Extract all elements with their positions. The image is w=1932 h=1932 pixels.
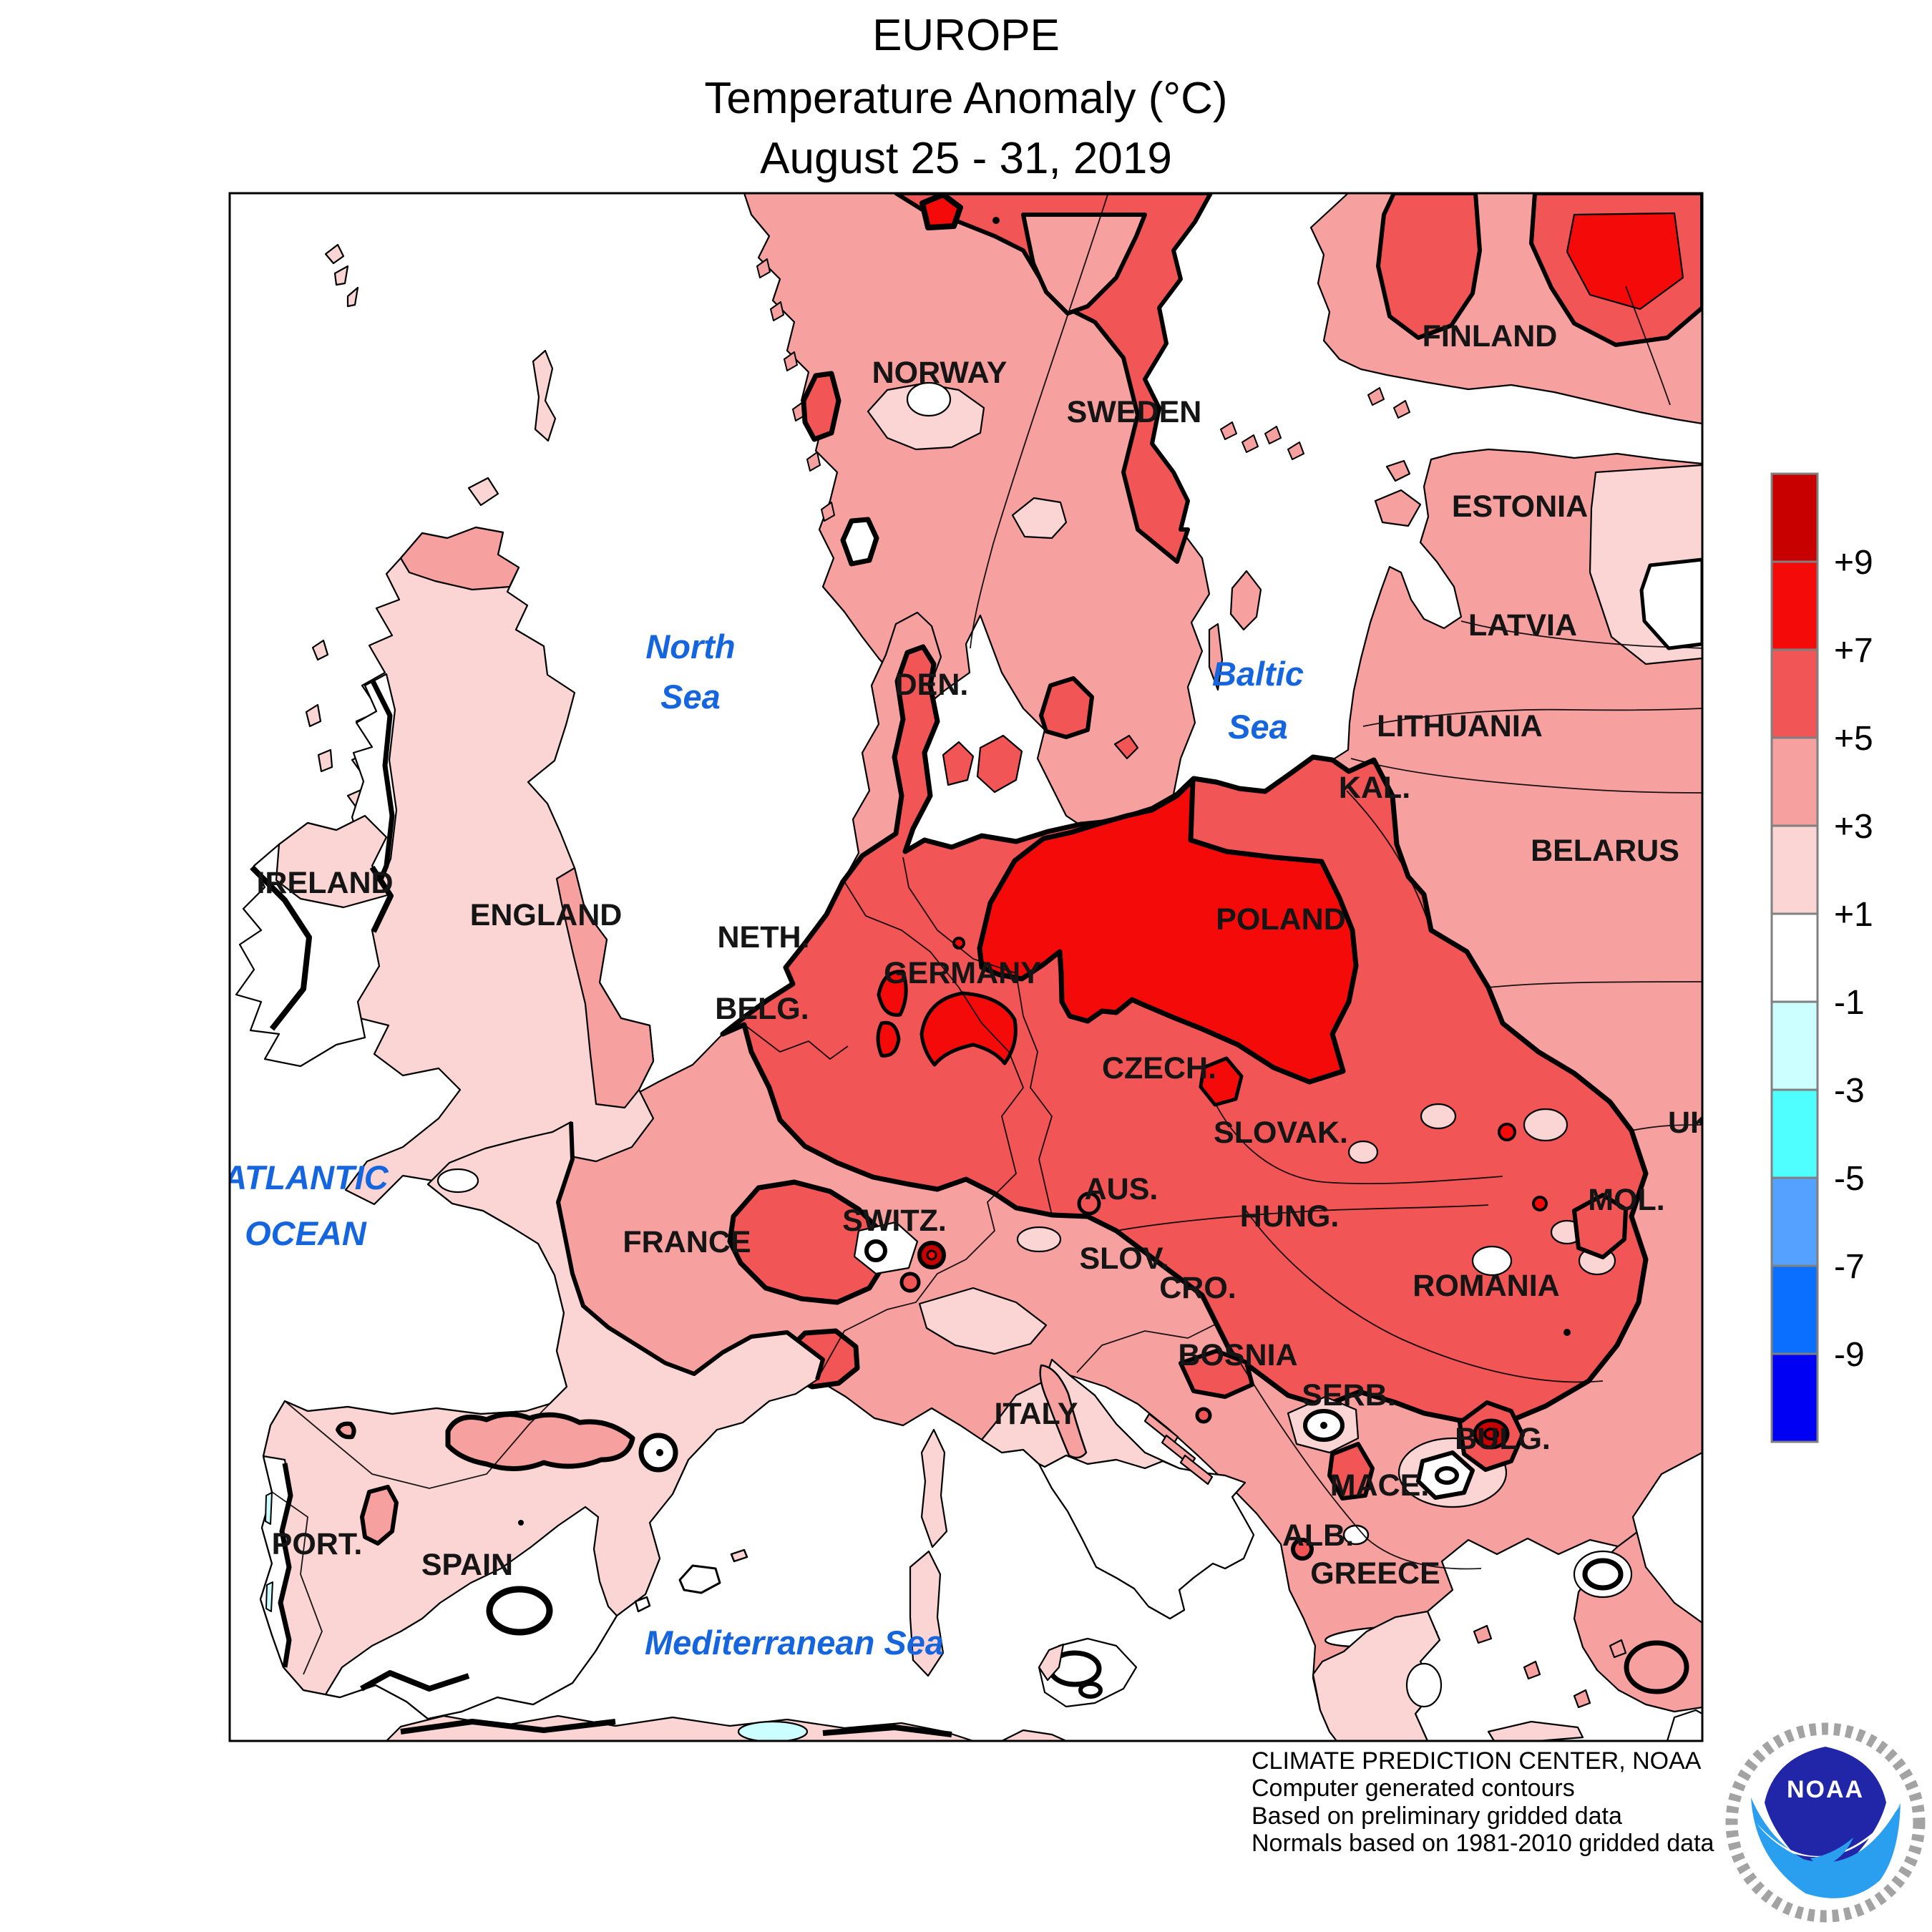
svg-text:Temperature Anomaly (°C): Temperature Anomaly (°C) bbox=[704, 74, 1227, 123]
svg-text:ENGLAND: ENGLAND bbox=[470, 898, 623, 932]
svg-text:BELARUS: BELARUS bbox=[1531, 834, 1679, 868]
svg-text:UK: UK bbox=[1668, 1106, 1712, 1140]
svg-text:FRANCE: FRANCE bbox=[623, 1225, 751, 1259]
svg-text:SWITZ.: SWITZ. bbox=[842, 1204, 947, 1238]
svg-text:+7: +7 bbox=[1834, 632, 1873, 670]
svg-text:HUNG.: HUNG. bbox=[1240, 1199, 1340, 1234]
svg-text:Sea: Sea bbox=[1228, 708, 1288, 746]
svg-text:SWEDEN: SWEDEN bbox=[1067, 395, 1202, 429]
svg-text:LATVIA: LATVIA bbox=[1468, 608, 1577, 643]
svg-text:ALB.: ALB. bbox=[1282, 1518, 1354, 1553]
svg-text:SLOV.: SLOV. bbox=[1079, 1241, 1169, 1276]
svg-text:Normals based on 1981-2010 gri: Normals based on 1981-2010 gridded data bbox=[1252, 1830, 1714, 1857]
svg-text:OCEAN: OCEAN bbox=[245, 1214, 367, 1252]
svg-text:MOL.: MOL. bbox=[1588, 1183, 1664, 1217]
svg-text:North: North bbox=[645, 628, 735, 665]
svg-text:GERMANY: GERMANY bbox=[884, 956, 1041, 990]
svg-text:Baltic: Baltic bbox=[1212, 655, 1304, 693]
svg-text:ROMANIA: ROMANIA bbox=[1413, 1269, 1559, 1303]
svg-text:Based on preliminary gridded d: Based on preliminary gridded data bbox=[1252, 1802, 1622, 1830]
svg-text:-1: -1 bbox=[1834, 984, 1865, 1022]
svg-text:ITALY: ITALY bbox=[994, 1397, 1078, 1431]
svg-text:KAL.: KAL. bbox=[1339, 771, 1410, 805]
svg-text:CRO.: CRO. bbox=[1159, 1271, 1236, 1305]
svg-text:SPAIN: SPAIN bbox=[421, 1548, 513, 1582]
svg-text:-7: -7 bbox=[1834, 1248, 1865, 1286]
svg-text:+5: +5 bbox=[1834, 720, 1873, 758]
svg-text:MACE.: MACE. bbox=[1330, 1468, 1430, 1503]
svg-text:IRELAND: IRELAND bbox=[256, 866, 393, 900]
svg-text:August 25 - 31, 2019: August 25 - 31, 2019 bbox=[760, 134, 1172, 183]
svg-text:ATLANTIC: ATLANTIC bbox=[222, 1158, 389, 1196]
svg-text:-5: -5 bbox=[1834, 1160, 1865, 1198]
svg-text:Computer generated contours: Computer generated contours bbox=[1252, 1775, 1575, 1802]
svg-text:LITHUANIA: LITHUANIA bbox=[1377, 709, 1543, 743]
svg-text:SLOVAK.: SLOVAK. bbox=[1214, 1116, 1348, 1150]
svg-text:FINLAND: FINLAND bbox=[1423, 319, 1558, 353]
svg-text:NOAA: NOAA bbox=[1787, 1776, 1864, 1803]
svg-text:Sea: Sea bbox=[660, 678, 721, 716]
svg-text:NORWAY: NORWAY bbox=[872, 356, 1008, 390]
svg-text:-3: -3 bbox=[1834, 1072, 1865, 1110]
svg-text:POLAND: POLAND bbox=[1216, 902, 1346, 937]
svg-text:DEN.: DEN. bbox=[895, 668, 969, 702]
svg-text:GREECE: GREECE bbox=[1310, 1556, 1440, 1591]
svg-text:SERB.: SERB. bbox=[1302, 1378, 1395, 1413]
svg-text:CLIMATE PREDICTION CENTER, NOA: CLIMATE PREDICTION CENTER, NOAA bbox=[1252, 1747, 1702, 1775]
svg-text:ESTONIA: ESTONIA bbox=[1452, 489, 1588, 524]
svg-text:CZECH.: CZECH. bbox=[1102, 1051, 1216, 1085]
svg-text:BULG.: BULG. bbox=[1455, 1422, 1551, 1456]
svg-text:+3: +3 bbox=[1834, 808, 1873, 846]
svg-text:+1: +1 bbox=[1834, 896, 1873, 934]
svg-text:EUROPE: EUROPE bbox=[872, 11, 1060, 60]
svg-text:PORT.: PORT. bbox=[272, 1527, 363, 1561]
svg-text:AUS.: AUS. bbox=[1085, 1172, 1158, 1206]
svg-text:NETH.: NETH. bbox=[718, 920, 810, 955]
svg-text:BELG.: BELG. bbox=[715, 992, 809, 1026]
svg-text:Mediterranean Sea: Mediterranean Sea bbox=[645, 1624, 944, 1662]
svg-text:-9: -9 bbox=[1834, 1336, 1865, 1374]
svg-text:+9: +9 bbox=[1834, 544, 1873, 582]
svg-text:BOSNIA: BOSNIA bbox=[1178, 1338, 1297, 1372]
